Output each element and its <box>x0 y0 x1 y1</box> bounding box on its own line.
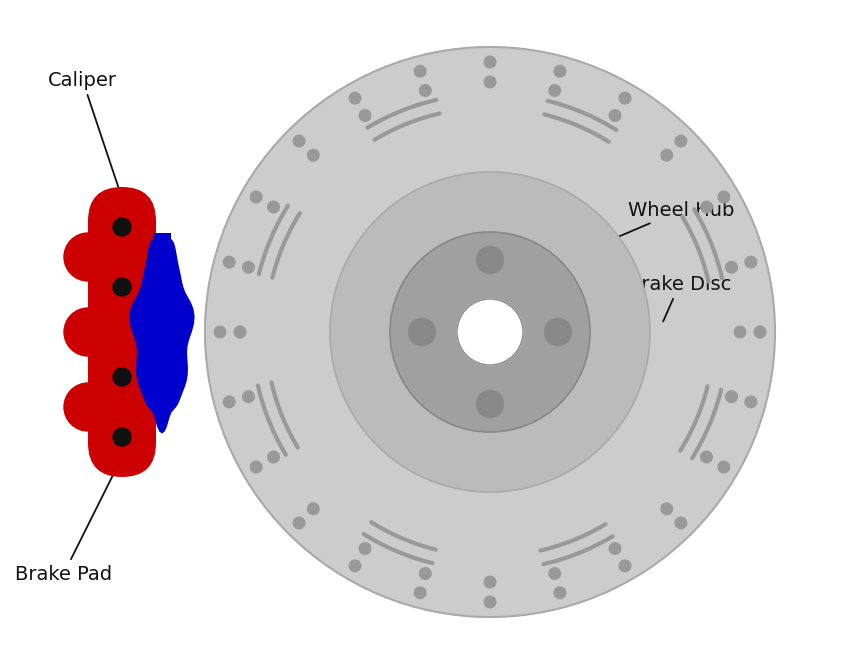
Circle shape <box>619 560 631 571</box>
Text: Caliper: Caliper <box>48 70 129 219</box>
Circle shape <box>64 383 112 431</box>
Circle shape <box>243 261 254 273</box>
Circle shape <box>113 278 131 296</box>
Circle shape <box>675 517 686 529</box>
Circle shape <box>734 326 746 338</box>
Circle shape <box>113 428 131 446</box>
Circle shape <box>549 568 560 579</box>
Circle shape <box>609 110 621 121</box>
FancyBboxPatch shape <box>88 187 156 477</box>
Circle shape <box>223 256 235 268</box>
Circle shape <box>484 56 496 68</box>
Circle shape <box>268 451 280 463</box>
Circle shape <box>549 85 560 96</box>
Circle shape <box>293 135 305 147</box>
Circle shape <box>390 232 590 432</box>
Circle shape <box>214 326 226 338</box>
Circle shape <box>745 256 757 268</box>
Circle shape <box>701 201 712 213</box>
Text: Wheel Hub: Wheel Hub <box>515 201 734 281</box>
Circle shape <box>726 391 737 402</box>
Circle shape <box>307 503 319 514</box>
Circle shape <box>251 191 262 203</box>
Circle shape <box>609 543 621 554</box>
Circle shape <box>420 85 431 96</box>
Circle shape <box>554 66 565 77</box>
Circle shape <box>554 587 565 598</box>
Circle shape <box>701 451 712 463</box>
Polygon shape <box>130 239 195 434</box>
Circle shape <box>726 261 737 273</box>
Circle shape <box>484 576 496 588</box>
Circle shape <box>661 150 673 161</box>
Circle shape <box>293 517 305 529</box>
Circle shape <box>745 396 757 408</box>
Circle shape <box>661 503 673 514</box>
Circle shape <box>754 326 766 338</box>
FancyBboxPatch shape <box>153 233 171 258</box>
Circle shape <box>476 391 504 418</box>
Circle shape <box>234 326 245 338</box>
Circle shape <box>349 560 361 571</box>
Circle shape <box>64 233 112 281</box>
Circle shape <box>205 47 775 617</box>
Circle shape <box>251 461 262 473</box>
Circle shape <box>476 246 504 273</box>
Circle shape <box>330 172 650 492</box>
Circle shape <box>243 391 254 402</box>
Circle shape <box>718 191 729 203</box>
Circle shape <box>414 66 426 77</box>
Circle shape <box>307 150 319 161</box>
Circle shape <box>113 218 131 236</box>
Circle shape <box>414 587 426 598</box>
Circle shape <box>718 461 729 473</box>
Circle shape <box>360 110 371 121</box>
Circle shape <box>545 318 571 346</box>
Circle shape <box>349 93 361 104</box>
Circle shape <box>408 318 436 346</box>
Text: Brake Disc: Brake Disc <box>628 275 731 322</box>
Circle shape <box>420 568 431 579</box>
Circle shape <box>360 543 371 554</box>
Circle shape <box>675 135 686 147</box>
Circle shape <box>457 299 523 365</box>
Circle shape <box>484 596 496 608</box>
Text: Brake Pad: Brake Pad <box>15 389 156 583</box>
Circle shape <box>619 93 631 104</box>
Circle shape <box>223 396 235 408</box>
Circle shape <box>64 308 112 356</box>
Circle shape <box>113 368 131 386</box>
Circle shape <box>484 76 496 88</box>
Circle shape <box>268 201 280 213</box>
